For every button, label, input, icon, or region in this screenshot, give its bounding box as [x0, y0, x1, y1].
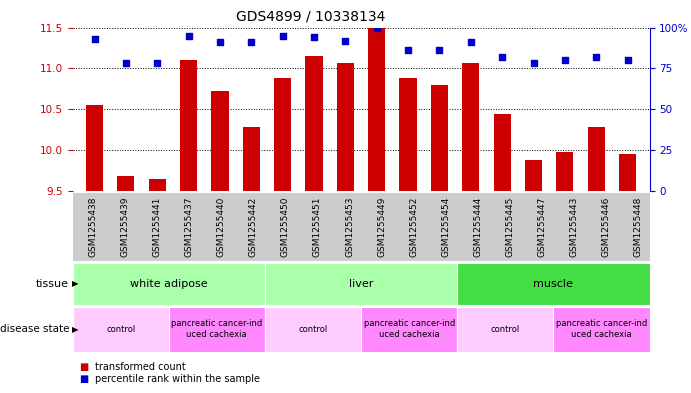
Point — [559, 57, 570, 63]
Bar — [556, 152, 574, 191]
Text: percentile rank within the sample: percentile rank within the sample — [95, 374, 260, 384]
Text: control: control — [491, 325, 520, 334]
Point — [497, 54, 508, 60]
Bar — [587, 127, 605, 191]
Text: disease state: disease state — [0, 324, 69, 334]
Bar — [243, 127, 260, 191]
Point — [340, 37, 351, 44]
Point — [371, 24, 382, 31]
Text: ▶: ▶ — [72, 279, 78, 288]
Bar — [86, 105, 103, 191]
Point — [120, 60, 131, 66]
Text: GSM1255437: GSM1255437 — [184, 197, 193, 257]
Text: tissue: tissue — [36, 279, 69, 289]
Bar — [305, 56, 323, 191]
Text: pancreatic cancer-ind
uced cachexia: pancreatic cancer-ind uced cachexia — [556, 320, 647, 339]
Text: control: control — [299, 325, 328, 334]
Bar — [462, 62, 480, 191]
Text: GSM1255438: GSM1255438 — [88, 197, 97, 257]
Text: GSM1255439: GSM1255439 — [121, 197, 130, 257]
Text: GDS4899 / 10338134: GDS4899 / 10338134 — [236, 10, 386, 24]
Bar — [368, 28, 386, 191]
Bar — [430, 84, 448, 191]
Point — [246, 39, 257, 45]
Point — [591, 54, 602, 60]
Text: white adipose: white adipose — [130, 279, 207, 289]
Point — [152, 60, 163, 66]
Bar — [211, 91, 229, 191]
Text: GSM1255446: GSM1255446 — [601, 197, 610, 257]
Point — [89, 36, 100, 42]
Text: GSM1255452: GSM1255452 — [409, 197, 418, 257]
Text: ■: ■ — [79, 362, 88, 373]
Text: GSM1255447: GSM1255447 — [538, 197, 547, 257]
Text: GSM1255449: GSM1255449 — [377, 197, 386, 257]
Text: ▶: ▶ — [72, 325, 78, 334]
Text: GSM1255453: GSM1255453 — [345, 197, 354, 257]
Point — [277, 33, 288, 39]
Point — [528, 60, 539, 66]
Bar — [337, 62, 354, 191]
Bar — [117, 176, 135, 191]
Text: GSM1255454: GSM1255454 — [441, 197, 450, 257]
Point — [214, 39, 225, 45]
Text: pancreatic cancer-ind
uced cachexia: pancreatic cancer-ind uced cachexia — [363, 320, 455, 339]
Text: GSM1255445: GSM1255445 — [505, 197, 514, 257]
Text: GSM1255448: GSM1255448 — [634, 197, 643, 257]
Bar — [399, 78, 417, 191]
Text: GSM1255444: GSM1255444 — [473, 197, 482, 257]
Bar — [149, 179, 166, 191]
Point — [622, 57, 633, 63]
Text: GSM1255442: GSM1255442 — [249, 197, 258, 257]
Text: muscle: muscle — [533, 279, 574, 289]
Bar — [493, 114, 511, 191]
Text: GSM1255451: GSM1255451 — [313, 197, 322, 257]
Text: liver: liver — [349, 279, 373, 289]
Text: control: control — [106, 325, 135, 334]
Point — [308, 34, 319, 40]
Point — [403, 47, 414, 53]
Bar — [619, 154, 636, 191]
Bar — [525, 160, 542, 191]
Point — [465, 39, 476, 45]
Text: GSM1255441: GSM1255441 — [153, 197, 162, 257]
Bar — [180, 60, 197, 191]
Text: GSM1255440: GSM1255440 — [217, 197, 226, 257]
Text: transformed count: transformed count — [95, 362, 185, 373]
Text: GSM1255450: GSM1255450 — [281, 197, 290, 257]
Text: pancreatic cancer-ind
uced cachexia: pancreatic cancer-ind uced cachexia — [171, 320, 263, 339]
Text: GSM1255443: GSM1255443 — [569, 197, 578, 257]
Point — [183, 33, 194, 39]
Point — [434, 47, 445, 53]
Bar — [274, 78, 292, 191]
Text: ■: ■ — [79, 374, 88, 384]
